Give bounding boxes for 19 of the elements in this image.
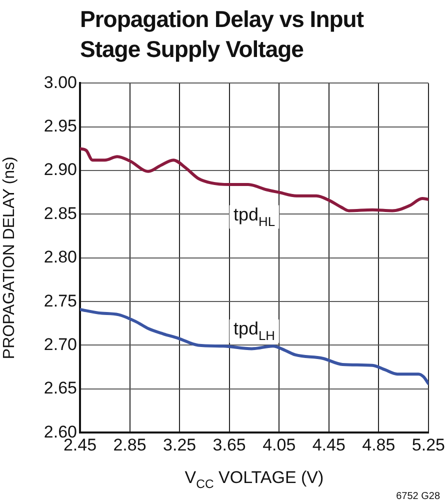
- chart-title: Propagation Delay vs Input Stage Supply Voltage: [80, 5, 365, 64]
- line-series: [80, 308, 428, 386]
- text: 6752 G28: [396, 491, 440, 501]
- x-tick-label: 4.85: [362, 435, 396, 454]
- x-tick-label: 3.65: [212, 435, 246, 454]
- y-axis-title: PROPAGATION DELAY (ns): [1, 156, 18, 360]
- y-tick-label: 2.85: [44, 204, 77, 223]
- y-tick-label: 2.95: [44, 116, 77, 136]
- y-tick-label: 2.70: [44, 334, 77, 354]
- y-tick-label: 2.75: [44, 291, 77, 310]
- y-tick-label: 2.65: [44, 378, 77, 398]
- y-tick-label: 2.90: [44, 160, 77, 180]
- x-tick-label: 5.25: [412, 435, 446, 454]
- y-tick-label: 3.00: [44, 72, 77, 92]
- x-tick-label: 4.45: [312, 435, 346, 454]
- x-tick-label: 4.05: [262, 435, 296, 454]
- x-tick-label: 2.85: [113, 435, 146, 454]
- y-tick-label: 2.80: [44, 248, 77, 267]
- x-tick-label: 3.25: [163, 435, 196, 454]
